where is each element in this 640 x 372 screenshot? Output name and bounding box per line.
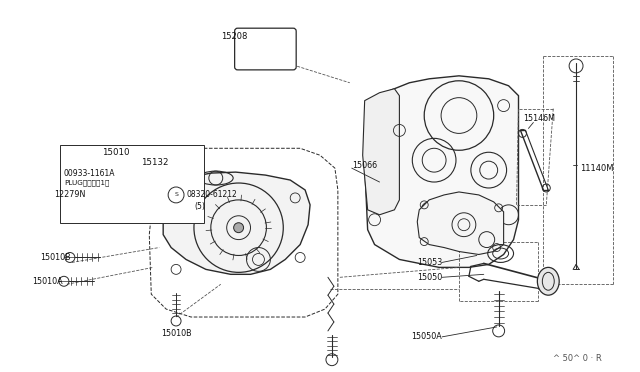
Text: 15208: 15208 <box>221 32 247 41</box>
Text: 00933-1161A: 00933-1161A <box>64 169 115 177</box>
Ellipse shape <box>538 267 559 295</box>
Circle shape <box>234 223 244 232</box>
Text: S: S <box>174 192 178 198</box>
Polygon shape <box>363 89 399 215</box>
FancyBboxPatch shape <box>235 28 296 70</box>
Text: 15132: 15132 <box>141 158 169 167</box>
FancyBboxPatch shape <box>60 145 204 223</box>
Polygon shape <box>365 76 518 267</box>
Text: 15146M: 15146M <box>524 114 556 123</box>
Text: 08320-61212: 08320-61212 <box>186 190 237 199</box>
Text: 15010B: 15010B <box>161 329 192 339</box>
Text: ^ 50^ 0 · R: ^ 50^ 0 · R <box>553 354 602 363</box>
Text: 11140M: 11140M <box>580 164 614 173</box>
Text: (5): (5) <box>194 202 205 211</box>
Text: 15066: 15066 <box>352 161 377 170</box>
Text: 15050: 15050 <box>417 273 442 282</box>
Text: PLUGプラグ（1）: PLUGプラグ（1） <box>64 180 109 186</box>
Text: 15010: 15010 <box>102 148 129 157</box>
Text: 15010A: 15010A <box>32 277 63 286</box>
Text: 15050A: 15050A <box>412 332 442 341</box>
Polygon shape <box>163 172 310 274</box>
Polygon shape <box>417 192 504 254</box>
Text: 12279N: 12279N <box>54 190 85 199</box>
Text: 15053: 15053 <box>417 258 442 267</box>
Text: 15010B: 15010B <box>40 253 71 262</box>
